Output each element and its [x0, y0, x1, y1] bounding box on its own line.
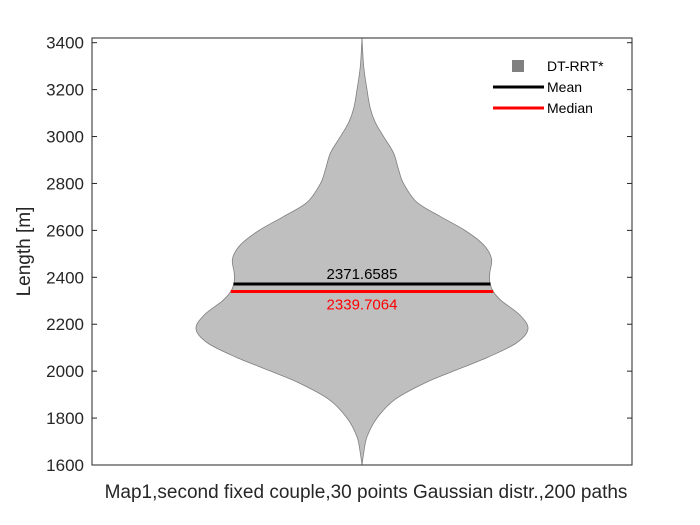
y-tick-label: 3200 — [46, 81, 84, 100]
y-tick-label: 2000 — [46, 362, 84, 381]
axes-box — [91, 37, 633, 466]
legend-item: DT-RRT* — [512, 58, 604, 74]
y-tick-label: 2800 — [46, 174, 84, 193]
legend-item: Median — [493, 100, 593, 116]
y-tick-label: 2200 — [46, 315, 84, 334]
y-axis: 1600 1800 2000 2200 2400 2600 2800 3000 3200 3400 — [46, 34, 632, 475]
y-tick-label: 1800 — [46, 409, 84, 428]
y-tick-label: 2400 — [46, 268, 84, 287]
y-tick-label: 2600 — [46, 221, 84, 240]
violin-layer — [195, 37, 529, 466]
legend-label: DT-RRT* — [547, 58, 604, 74]
stats-layer: 2371.6585 2339.7064 — [230, 266, 494, 313]
legend-marker — [512, 60, 524, 72]
y-tick-label: 3000 — [46, 128, 84, 147]
y-tick-label: 3400 — [46, 34, 84, 53]
y-tick-label: 1600 — [46, 456, 84, 475]
legend-label: Mean — [547, 79, 582, 95]
y-axis-title: Length [m] — [14, 207, 35, 297]
median-value-label: 2339.7064 — [327, 296, 398, 313]
x-axis-title: Map1,second fixed couple,30 points Gauss… — [105, 482, 628, 503]
violin-body — [195, 37, 529, 466]
legend: DT-RRT* Mean Median — [493, 58, 604, 116]
mean-value-label: 2371.6585 — [327, 266, 398, 283]
legend-label: Median — [547, 100, 593, 116]
legend-item: Mean — [493, 79, 582, 95]
